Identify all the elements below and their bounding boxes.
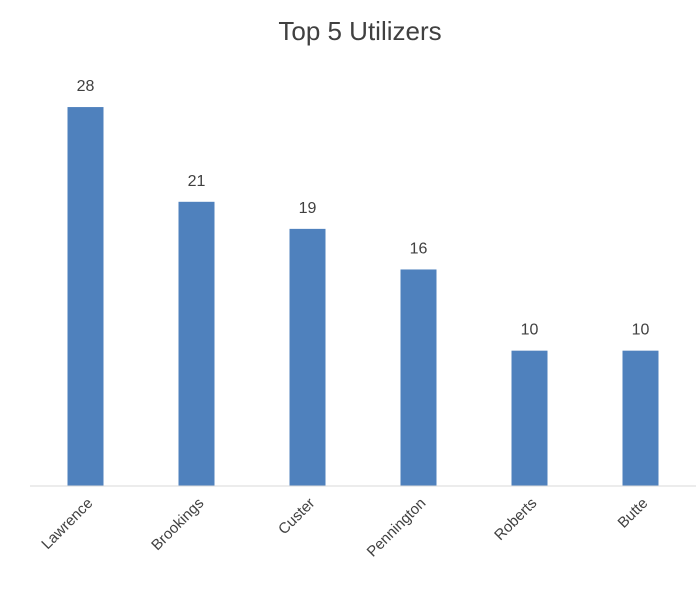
bar (178, 201, 215, 487)
data-label: 10 (632, 322, 650, 339)
bar (67, 107, 104, 487)
x-tick-label: Roberts (491, 495, 540, 544)
chart-title: Top 5 Utilizers (278, 16, 441, 46)
data-label: 28 (77, 78, 95, 95)
x-tick-label: Pennington (364, 495, 430, 561)
x-tick-label: Butte (615, 495, 652, 532)
data-label: 21 (188, 173, 206, 190)
data-label: 10 (521, 322, 539, 339)
x-tick-label: Custer (275, 495, 318, 538)
bar (400, 269, 437, 486)
data-label: 19 (299, 200, 317, 217)
bar (511, 350, 548, 486)
x-tick-label: Brookings (148, 495, 207, 554)
x-tick-label: Lawrence (38, 495, 96, 553)
data-label: 16 (410, 240, 428, 257)
bar (289, 228, 326, 486)
bar (622, 350, 659, 486)
